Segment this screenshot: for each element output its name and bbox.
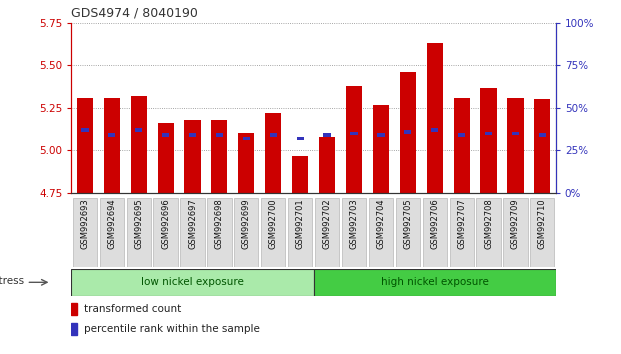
FancyBboxPatch shape [369, 198, 393, 267]
Bar [400, 72, 416, 193]
Text: GSM992700: GSM992700 [269, 199, 278, 249]
Bar [243, 137, 250, 141]
Bar [373, 104, 389, 193]
Text: GSM992696: GSM992696 [161, 199, 170, 249]
Text: GSM992695: GSM992695 [134, 199, 143, 249]
FancyBboxPatch shape [503, 198, 527, 267]
FancyBboxPatch shape [73, 198, 97, 267]
Text: GSM992701: GSM992701 [296, 199, 305, 249]
Bar [81, 128, 89, 132]
FancyBboxPatch shape [422, 198, 447, 267]
Bar [77, 98, 93, 193]
Bar [158, 123, 174, 193]
Bar [507, 98, 524, 193]
Bar [296, 137, 304, 141]
Bar [292, 155, 308, 193]
Bar [265, 113, 281, 193]
Bar [404, 130, 412, 133]
Bar [512, 132, 519, 135]
Bar [238, 133, 255, 193]
Bar [431, 128, 438, 132]
FancyBboxPatch shape [127, 198, 151, 267]
Text: GSM992703: GSM992703 [350, 199, 358, 249]
FancyBboxPatch shape [314, 269, 556, 296]
Bar [108, 133, 116, 137]
Bar [427, 44, 443, 193]
Text: percentile rank within the sample: percentile rank within the sample [84, 324, 260, 334]
Bar [346, 86, 362, 193]
Bar [71, 323, 77, 335]
FancyBboxPatch shape [71, 269, 314, 296]
FancyBboxPatch shape [153, 198, 178, 267]
Text: GSM992698: GSM992698 [215, 199, 224, 249]
FancyBboxPatch shape [476, 198, 501, 267]
FancyBboxPatch shape [450, 198, 474, 267]
Text: GSM992697: GSM992697 [188, 199, 197, 249]
Text: GSM992707: GSM992707 [457, 199, 466, 249]
Text: GSM992710: GSM992710 [538, 199, 547, 249]
Text: high nickel exposure: high nickel exposure [381, 277, 489, 287]
Text: GSM992694: GSM992694 [107, 199, 116, 249]
Text: GSM992702: GSM992702 [322, 199, 332, 249]
Bar [189, 133, 196, 137]
Bar [534, 99, 550, 193]
Bar [481, 87, 497, 193]
FancyBboxPatch shape [261, 198, 285, 267]
Bar [453, 98, 469, 193]
FancyBboxPatch shape [396, 198, 420, 267]
Bar [270, 133, 277, 137]
Text: GSM992709: GSM992709 [511, 199, 520, 249]
Bar [71, 303, 77, 315]
FancyBboxPatch shape [342, 198, 366, 267]
Text: GSM992693: GSM992693 [80, 199, 89, 249]
Text: transformed count: transformed count [84, 304, 182, 314]
Bar [135, 128, 142, 132]
FancyBboxPatch shape [99, 198, 124, 267]
FancyBboxPatch shape [530, 198, 555, 267]
Text: GSM992706: GSM992706 [430, 199, 439, 249]
Text: stress: stress [0, 276, 25, 286]
Text: GSM992699: GSM992699 [242, 199, 251, 249]
Text: GDS4974 / 8040190: GDS4974 / 8040190 [71, 6, 198, 19]
Text: GSM992705: GSM992705 [403, 199, 412, 249]
FancyBboxPatch shape [288, 198, 312, 267]
Text: low nickel exposure: low nickel exposure [141, 277, 244, 287]
FancyBboxPatch shape [180, 198, 204, 267]
Bar [458, 133, 465, 137]
Bar [211, 120, 227, 193]
Bar [324, 133, 331, 137]
Bar [104, 98, 120, 193]
Bar [184, 120, 201, 193]
Text: GSM992708: GSM992708 [484, 199, 493, 249]
Bar [319, 137, 335, 193]
FancyBboxPatch shape [315, 198, 339, 267]
Bar [350, 132, 358, 135]
FancyBboxPatch shape [234, 198, 258, 267]
Bar [162, 133, 170, 137]
Bar [538, 133, 546, 137]
Text: GSM992704: GSM992704 [376, 199, 386, 249]
Bar [130, 96, 147, 193]
FancyBboxPatch shape [207, 198, 232, 267]
Bar [377, 133, 384, 137]
Bar [215, 133, 223, 137]
Bar [485, 132, 492, 135]
